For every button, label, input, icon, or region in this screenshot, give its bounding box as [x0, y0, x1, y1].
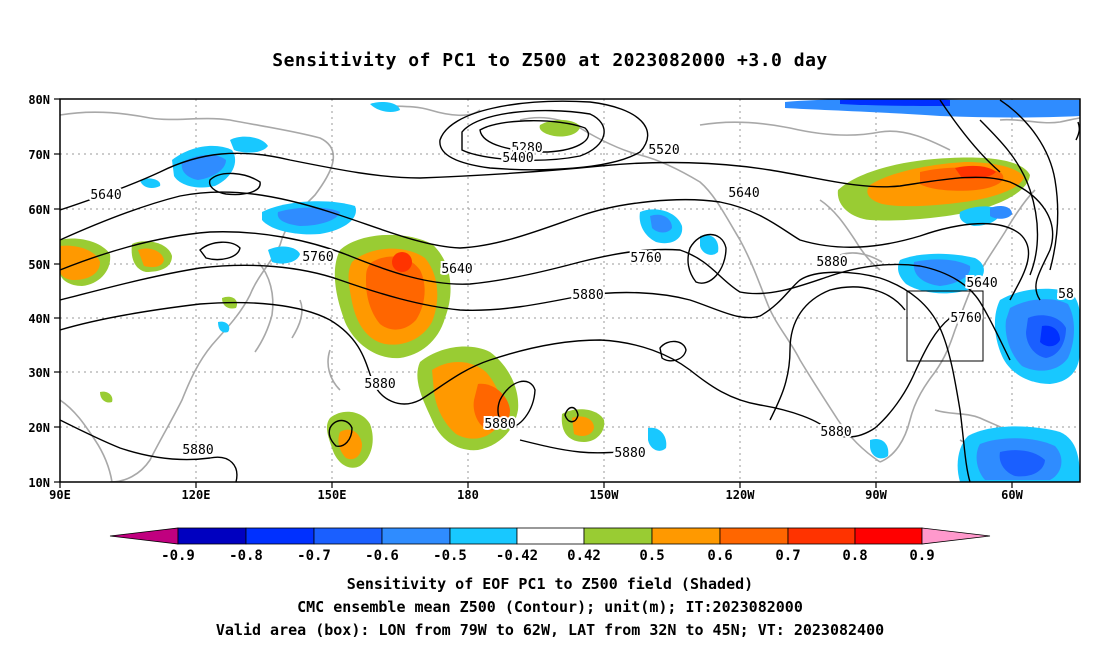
lon-label: 150W — [590, 488, 620, 502]
caption-line-1: Sensitivity of EOF PC1 to Z500 field (Sh… — [346, 575, 754, 593]
lat-label: 50N — [28, 258, 50, 272]
colorbar-bin — [177, 527, 247, 545]
contour-label: 5880 — [182, 443, 213, 458]
lon-label: 90E — [49, 488, 71, 502]
colorbar: -0.9 -0.8 -0.7 -0.6 -0.5 -0.42 0.42 0.5 … — [109, 527, 991, 564]
contour-label: 58 — [1058, 287, 1074, 302]
colorbar-bin — [787, 527, 856, 545]
contour-label: 5760 — [950, 311, 981, 326]
contour-label: 5520 — [648, 143, 679, 158]
latitude-labels: 80N 70N 60N 50N 40N 30N 20N 10N — [28, 93, 50, 490]
colorbar-bin — [516, 527, 585, 545]
colorbar-bin — [449, 527, 518, 545]
contour-label: 5400 — [502, 151, 533, 166]
colorbar-right-arrow — [921, 527, 991, 545]
axis-ticks — [54, 98, 1013, 488]
colorbar-left-arrow — [109, 527, 179, 545]
lon-label: 150E — [318, 488, 347, 502]
contour-label: 5880 — [614, 446, 645, 461]
contour-label: 5880 — [364, 377, 395, 392]
colorbar-label: -0.5 — [433, 548, 467, 564]
colorbar-label: -0.6 — [365, 548, 399, 564]
colorbar-bin — [313, 527, 383, 545]
contour-label: 5640 — [728, 186, 759, 201]
colorbar-bin — [719, 527, 789, 545]
lon-label: 180 — [457, 488, 479, 502]
map-border — [59, 98, 1081, 483]
contour-label: 5880 — [820, 425, 851, 440]
lat-label: 10N — [28, 476, 50, 490]
colorbar-bin — [854, 527, 923, 545]
colorbar-bin — [651, 527, 721, 545]
contour-label: 5640 — [966, 276, 997, 291]
colorbar-label: 0.9 — [909, 548, 934, 564]
contour-label: 5640 — [90, 188, 121, 203]
contour-label: 5880 — [484, 417, 515, 432]
contour-label: 5880 — [816, 255, 847, 270]
colorbar-bin — [245, 527, 315, 545]
caption-line-3: Valid area (box): LON from 79W to 62W, L… — [215, 621, 885, 639]
colorbar-label: 0.5 — [639, 548, 664, 564]
z500-contours — [60, 99, 1080, 482]
lat-label: 30N — [28, 366, 50, 380]
lon-label: 60W — [1001, 488, 1023, 502]
lat-label: 70N — [28, 148, 50, 162]
contour-label: 5280 — [511, 141, 542, 156]
lon-label: 90W — [865, 488, 887, 502]
caption-line-2: CMC ensemble mean Z500 (Contour); unit(m… — [297, 598, 803, 616]
lon-label: 120E — [182, 488, 211, 502]
colorbar-label: -0.42 — [496, 548, 538, 564]
colorbar-label: 0.8 — [842, 548, 867, 564]
longitude-labels: 90E 120E 150E 180 150W 120W 90W 60W — [49, 488, 1023, 502]
colorbar-label: -0.9 — [161, 548, 195, 564]
lat-label: 40N — [28, 312, 50, 326]
colorbar-label: 0.7 — [775, 548, 800, 564]
lat-label: 20N — [28, 421, 50, 435]
contour-labels: 5280 5400 5520 5640 5640 5640 5640 5760 … — [88, 139, 1075, 463]
contour-label: 5760 — [302, 250, 333, 265]
colorbar-label: 0.42 — [567, 548, 601, 564]
negative-sensitivity — [140, 99, 1080, 482]
contour-label: 5640 — [441, 262, 472, 277]
colorbar-bin — [583, 527, 653, 545]
lat-label: 60N — [28, 203, 50, 217]
lon-label: 120W — [726, 488, 756, 502]
lat-label: 80N — [28, 93, 50, 107]
colorbar-label: -0.8 — [229, 548, 263, 564]
valid-area-box — [906, 290, 984, 362]
colorbar-label: -0.7 — [297, 548, 331, 564]
contour-label: 5880 — [572, 288, 603, 303]
colorbar-bin — [381, 527, 451, 545]
colorbar-label: 0.6 — [707, 548, 732, 564]
contour-label: 5760 — [630, 251, 661, 266]
map-content — [60, 99, 1080, 482]
plot-title: Sensitivity of PC1 to Z500 at 2023082000… — [272, 50, 828, 71]
